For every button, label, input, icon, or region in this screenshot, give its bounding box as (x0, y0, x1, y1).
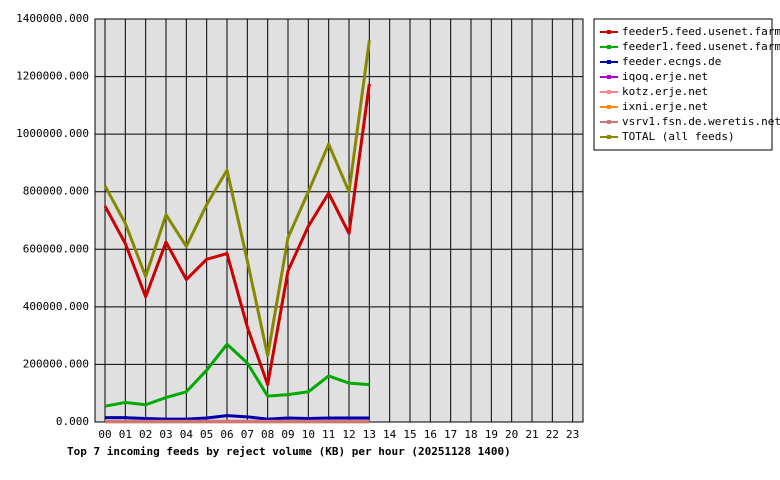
y-tick-label: 800000.000 (23, 185, 89, 198)
x-tick-label: 04 (180, 428, 194, 441)
legend-dot (607, 120, 611, 124)
series-line (105, 414, 370, 421)
x-tick-label: 16 (424, 428, 437, 441)
x-tick-label: 00 (98, 428, 111, 441)
x-tick-label: 01 (119, 428, 132, 441)
x-tick-label: 09 (281, 428, 294, 441)
y-tick-label: 1200000.000 (16, 70, 89, 83)
x-tick-label: 21 (525, 428, 538, 441)
x-tick-label: 12 (342, 428, 355, 441)
legend-dot (607, 135, 611, 139)
x-tick-label: 13 (363, 428, 376, 441)
x-tick-label: 11 (322, 428, 335, 441)
x-tick-label: 02 (139, 428, 152, 441)
plot-area (95, 19, 583, 422)
legend-label: TOTAL (all feeds) (622, 130, 735, 143)
legend-dot (607, 30, 611, 34)
y-tick-label: 0.000 (56, 415, 89, 428)
legend-label: vsrv1.fsn.de.weretis.net (622, 115, 780, 128)
x-tick-label: 10 (302, 428, 315, 441)
legend-dot (607, 105, 611, 109)
y-tick-label: 600000.000 (23, 242, 89, 255)
x-tick-label: 07 (241, 428, 254, 441)
legend-dot (607, 75, 611, 79)
x-tick-label: 22 (546, 428, 559, 441)
legend-box (593, 18, 773, 151)
chart-title: Top 7 incoming feeds by reject volume (K… (67, 445, 511, 458)
legend-label: iqoq.erje.net (622, 70, 708, 83)
y-tick-label: 400000.000 (23, 300, 89, 313)
y-tick-label: 200000.000 (23, 357, 89, 370)
y-tick-label: 1400000.000 (16, 12, 89, 25)
x-tick-label: 18 (464, 428, 477, 441)
x-tick-label: 17 (444, 428, 457, 441)
x-tick-label: 20 (505, 428, 518, 441)
x-tick-label: 19 (485, 428, 498, 441)
legend-label: ixni.erje.net (622, 100, 708, 113)
series-line (104, 342, 370, 408)
legend-label: feeder1.feed.usenet.farm (622, 40, 780, 53)
x-tick-label: 15 (403, 428, 416, 441)
legend-dot (607, 45, 611, 49)
legend-dot (607, 60, 611, 64)
series-line (103, 40, 371, 358)
y-tick-label: 1000000.000 (16, 127, 89, 140)
legend-label: kotz.erje.net (622, 85, 708, 98)
series-line (103, 83, 371, 387)
x-tick-label: 03 (159, 428, 172, 441)
legend-label: feeder5.feed.usenet.farm (622, 25, 780, 38)
x-tick-label: 06 (220, 428, 233, 441)
x-tick-label: 08 (261, 428, 274, 441)
x-tick-label: 23 (566, 428, 579, 441)
x-tick-label: 14 (383, 428, 397, 441)
legend-label: feeder.ecngs.de (622, 55, 721, 68)
x-tick-label: 05 (200, 428, 213, 441)
legend-dot (607, 90, 611, 94)
